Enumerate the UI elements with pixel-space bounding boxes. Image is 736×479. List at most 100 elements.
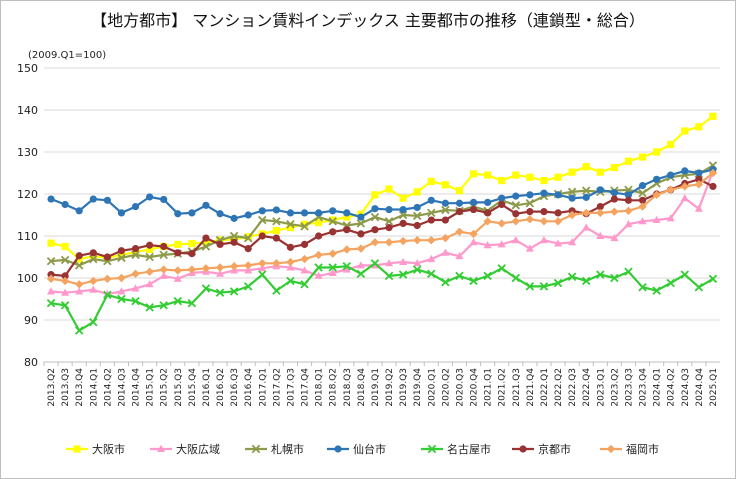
data-point bbox=[666, 214, 675, 222]
data-point bbox=[610, 207, 619, 216]
data-point bbox=[539, 282, 549, 291]
data-point bbox=[624, 157, 633, 165]
data-point bbox=[329, 228, 337, 236]
data-point bbox=[334, 445, 342, 453]
data-point bbox=[174, 240, 182, 248]
data-point bbox=[708, 168, 718, 178]
data-point bbox=[568, 168, 576, 176]
data-point bbox=[201, 264, 211, 273]
x-tick-label: 2018.Q2 bbox=[329, 368, 339, 407]
x-tick-label: 2014.Q3 bbox=[117, 368, 127, 407]
data-point bbox=[441, 233, 450, 243]
data-point bbox=[60, 276, 70, 286]
data-point bbox=[328, 217, 337, 226]
data-point bbox=[202, 234, 210, 242]
data-point bbox=[272, 286, 281, 295]
data-point bbox=[497, 264, 506, 273]
data-point bbox=[73, 445, 81, 453]
data-point bbox=[624, 191, 633, 199]
data-point bbox=[455, 208, 464, 216]
series-仙台市 bbox=[47, 166, 717, 222]
data-point bbox=[441, 199, 449, 207]
data-point bbox=[581, 276, 591, 286]
data-point bbox=[582, 193, 590, 201]
data-point bbox=[469, 198, 478, 206]
data-point bbox=[512, 171, 520, 179]
data-point bbox=[117, 209, 126, 217]
data-point bbox=[272, 226, 280, 235]
x-tick-label: 2019.Q2 bbox=[385, 368, 395, 407]
data-point bbox=[117, 287, 126, 295]
data-point bbox=[286, 224, 295, 232]
data-point bbox=[581, 186, 591, 195]
data-point bbox=[159, 265, 168, 274]
x-tick-label: 2024.Q4 bbox=[695, 368, 705, 407]
data-point bbox=[89, 317, 98, 327]
data-point bbox=[441, 216, 449, 224]
data-point bbox=[300, 280, 309, 289]
legend-item: 福岡市 bbox=[600, 442, 659, 456]
data-point bbox=[342, 245, 351, 254]
x-tick-label: 2015.Q4 bbox=[188, 368, 198, 407]
data-point bbox=[244, 245, 252, 253]
x-tick-label: 2024.Q3 bbox=[681, 368, 691, 407]
data-point bbox=[694, 204, 703, 212]
data-point bbox=[286, 220, 295, 229]
data-point bbox=[201, 284, 211, 293]
data-point bbox=[666, 185, 675, 194]
y-tick-label: 90 bbox=[24, 314, 38, 327]
data-point bbox=[251, 444, 261, 454]
data-point bbox=[413, 259, 422, 267]
data-point bbox=[258, 264, 267, 272]
data-point bbox=[146, 193, 154, 201]
data-point bbox=[512, 210, 520, 218]
data-point bbox=[145, 252, 154, 262]
data-point bbox=[638, 196, 647, 204]
data-point bbox=[300, 254, 309, 264]
data-point bbox=[567, 210, 577, 220]
data-point bbox=[582, 208, 591, 218]
series-lines bbox=[46, 112, 718, 335]
data-point bbox=[244, 261, 253, 270]
data-point bbox=[512, 192, 520, 200]
data-point bbox=[371, 226, 379, 234]
legend-label: 京都市 bbox=[538, 442, 571, 456]
legend-label: 仙台市 bbox=[353, 442, 386, 456]
data-point bbox=[159, 301, 168, 310]
legend-item: 名古屋市 bbox=[421, 442, 491, 456]
data-point bbox=[653, 175, 661, 183]
data-point bbox=[47, 287, 56, 295]
data-point bbox=[258, 215, 267, 225]
data-point bbox=[300, 220, 309, 228]
data-point bbox=[159, 271, 168, 279]
data-point bbox=[258, 259, 267, 268]
data-point bbox=[427, 208, 436, 218]
data-point bbox=[484, 198, 492, 206]
data-point bbox=[229, 287, 239, 296]
data-point bbox=[399, 194, 407, 202]
data-point bbox=[145, 267, 154, 276]
data-point bbox=[695, 123, 703, 131]
data-point bbox=[554, 191, 562, 199]
data-point bbox=[202, 201, 210, 209]
data-point bbox=[75, 287, 84, 295]
series-line bbox=[50, 262, 714, 332]
data-point bbox=[469, 170, 478, 178]
data-point bbox=[413, 188, 421, 196]
data-point bbox=[385, 224, 393, 232]
data-point bbox=[455, 227, 464, 236]
data-point bbox=[356, 269, 366, 279]
x-tick-label: 2021.Q2 bbox=[498, 368, 508, 407]
data-point bbox=[540, 208, 548, 216]
data-point bbox=[582, 163, 590, 171]
data-point bbox=[398, 210, 408, 220]
data-point bbox=[46, 256, 56, 266]
data-point bbox=[412, 211, 422, 221]
data-point bbox=[272, 217, 281, 226]
data-point bbox=[539, 236, 548, 244]
data-point bbox=[554, 209, 562, 217]
data-point bbox=[582, 223, 591, 231]
data-point bbox=[427, 177, 435, 185]
x-tick-label: 2020.Q2 bbox=[441, 368, 451, 407]
data-point bbox=[46, 298, 56, 308]
